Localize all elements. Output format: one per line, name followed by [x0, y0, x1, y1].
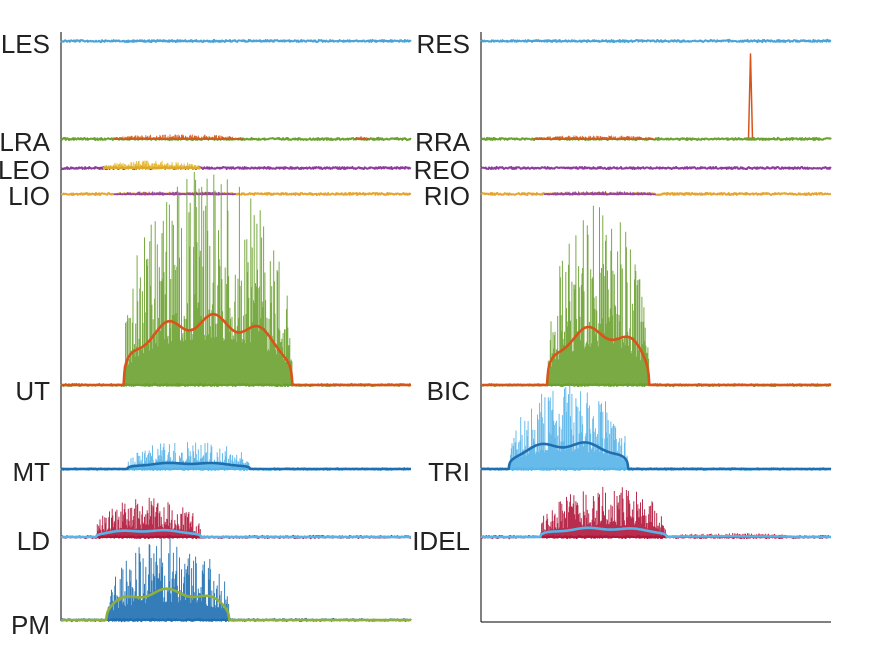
label-bic: BIC: [427, 376, 470, 406]
trace-baseline-les: [60, 38, 412, 44]
trace-envelope-pm: [60, 587, 412, 622]
trace-burst-rio: [543, 191, 656, 195]
trace-burst-idel: [540, 486, 796, 538]
label-idel: IDEL: [412, 526, 470, 556]
left-panel: LES LRA LEO LIO UT MT LD PM: [0, 29, 412, 640]
trace-envelope-tri: [480, 441, 832, 471]
label-lio: LIO: [8, 181, 50, 211]
label-reo: REO: [414, 155, 470, 185]
right-panel: RES RRA REO RIO BIC TRI IDEL: [412, 29, 832, 623]
trace-envelope-bic: [480, 325, 832, 387]
trace-burst-les: [113, 40, 209, 42]
label-rra: RRA: [415, 127, 471, 157]
trace-burst-lra: [113, 134, 370, 140]
trace-baseline-reo: [480, 165, 832, 171]
trace-burst-pm: [106, 537, 230, 621]
trace-spike-rra: [747, 53, 754, 140]
trace-burst-rra: [533, 135, 656, 140]
label-rio: RIO: [424, 181, 470, 211]
label-pm: PM: [11, 610, 50, 640]
trace-burst-tri: [508, 385, 629, 470]
trace-burst-lio: [113, 191, 236, 195]
trace-burst-ut: [123, 171, 293, 386]
right-traces: [480, 38, 832, 540]
left-labels: LES LRA LEO LIO UT MT LD PM: [0, 29, 51, 640]
trace-baseline-rio: [480, 191, 832, 197]
label-lra: LRA: [0, 127, 51, 157]
label-leo: LEO: [0, 155, 50, 185]
trace-baseline-rra: [480, 136, 832, 141]
label-ut: UT: [15, 376, 50, 406]
label-tri: TRI: [428, 457, 470, 487]
trace-envelope-mt: [60, 461, 412, 471]
left-traces: [60, 38, 412, 623]
trace-envelope-idel: [480, 526, 832, 539]
label-les: LES: [1, 29, 50, 59]
trace-burst-res: [522, 40, 629, 42]
trace-envelope-ut: [60, 312, 412, 387]
right-labels: RES RRA REO RIO BIC TRI IDEL: [412, 29, 470, 556]
trace-envelope-ld: [60, 528, 412, 539]
trace-burst-leo: [102, 160, 201, 169]
label-mt: MT: [12, 457, 50, 487]
label-res: RES: [417, 29, 470, 59]
trace-burst-bic: [547, 205, 650, 386]
label-ld: LD: [17, 526, 50, 556]
trace-baseline-lio: [60, 191, 412, 197]
